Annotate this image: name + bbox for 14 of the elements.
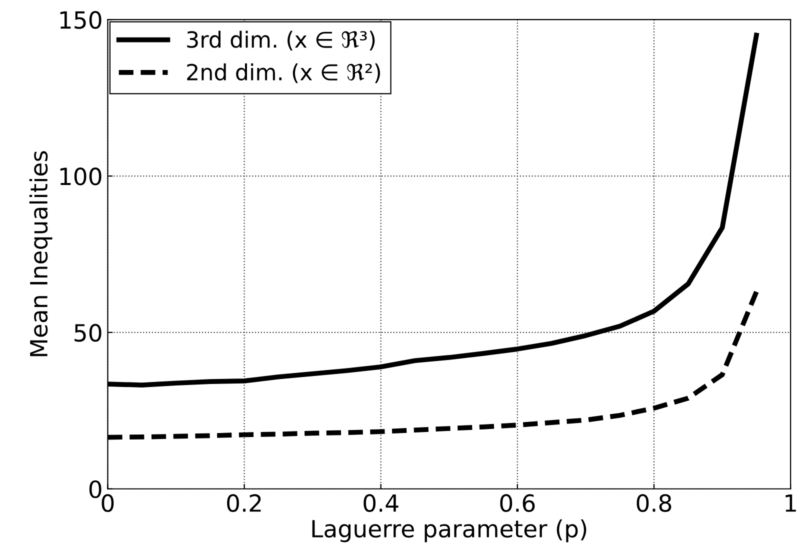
- x-tick-label: 0.6: [500, 494, 535, 512]
- x-tick-label: 1: [786, 494, 796, 512]
- x-tick-label: 0: [102, 494, 114, 512]
- y-tick-label: 100: [60, 167, 102, 186]
- y-tick-label: 50: [74, 324, 102, 342]
- x-tick-label: 0.2: [227, 494, 261, 512]
- y-axis-title: Mean Inequalities: [29, 151, 52, 356]
- y-tick-label: 150: [60, 11, 102, 29]
- x-tick-label: 0.8: [636, 494, 672, 512]
- y-tick-label: 0: [89, 480, 102, 498]
- legend-label: 3rd dim. (x ∈ ℜ³): [187, 30, 375, 51]
- x-axis-title: Laguerre parameter (p): [312, 519, 586, 542]
- legend-label: 2nd dim. (x ∈ ℜ²): [187, 63, 380, 84]
- x-tick-label: 0.4: [364, 494, 398, 512]
